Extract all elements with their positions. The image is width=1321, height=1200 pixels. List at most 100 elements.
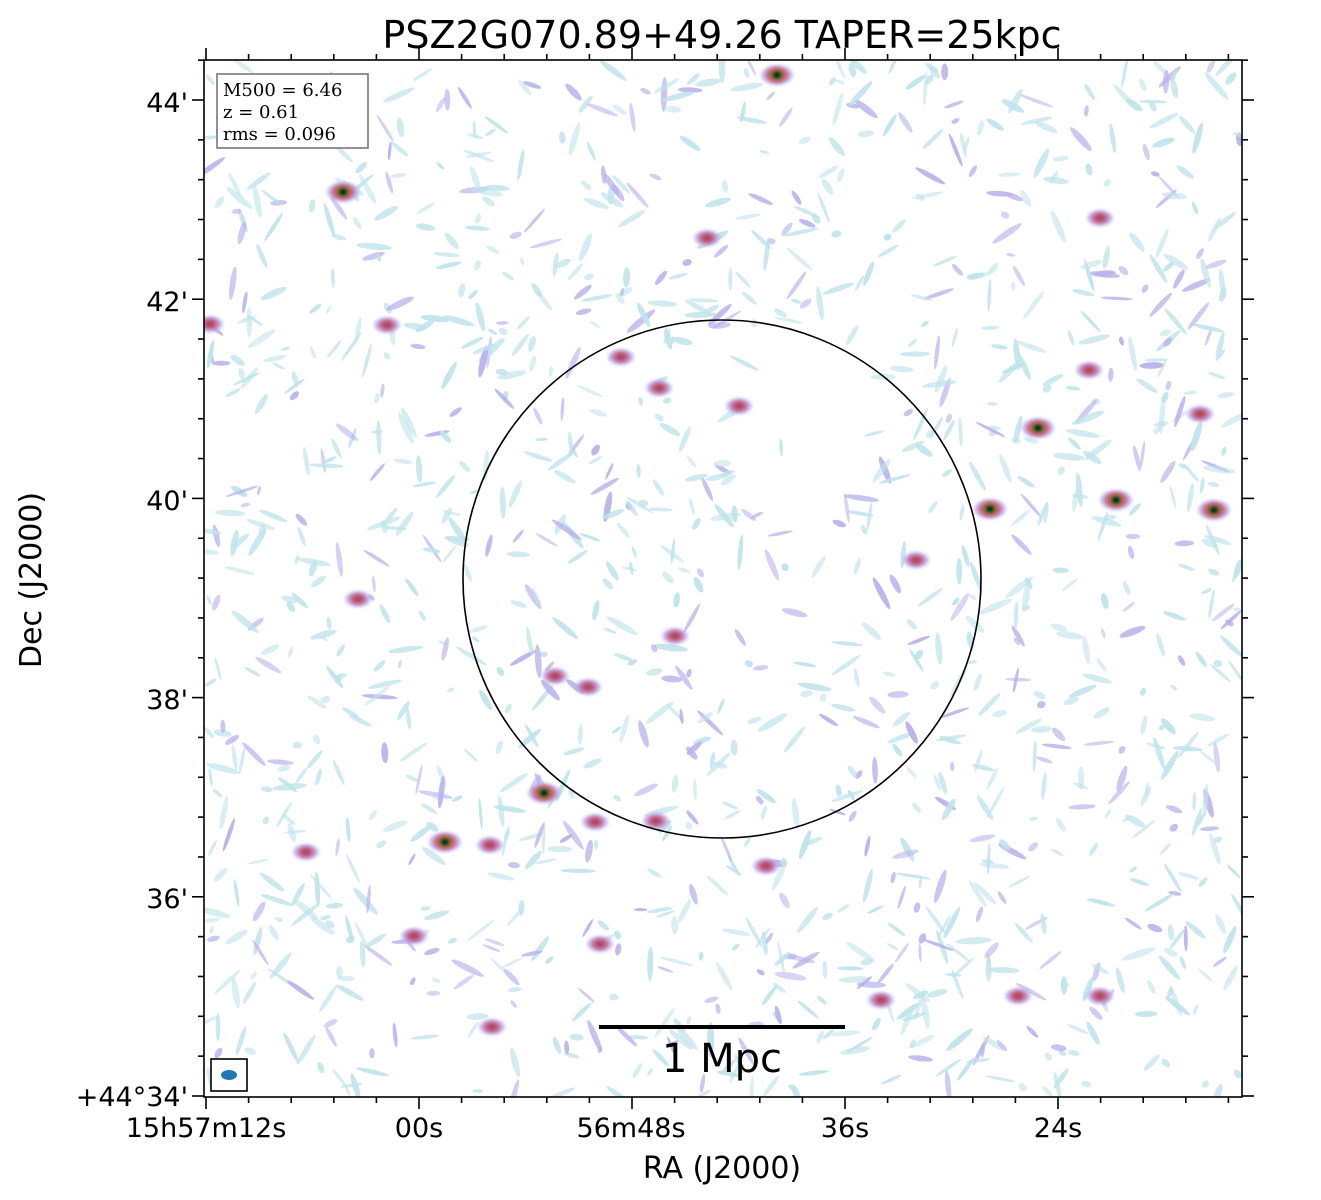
noise-speckle — [765, 932, 774, 944]
noise-speckle — [709, 752, 715, 769]
noise-speckle — [1201, 538, 1219, 549]
noise-speckle — [204, 157, 226, 178]
radio-source-blob — [1095, 992, 1105, 1000]
noise-speckle — [720, 836, 733, 862]
noise-speckle — [716, 1070, 741, 1077]
noise-speckle — [983, 1036, 1004, 1051]
noise-speckle — [307, 695, 327, 709]
noise-speckle — [650, 644, 658, 653]
noise-speckle — [1213, 836, 1223, 843]
noise-speckle — [714, 245, 729, 258]
noise-speckle — [737, 534, 744, 570]
noise-speckle — [716, 962, 733, 991]
noise-speckle — [296, 1034, 316, 1065]
noise-speckle — [488, 328, 498, 336]
noise-speckle — [1141, 284, 1149, 293]
noise-speckle — [1042, 374, 1064, 386]
noise-speckle — [483, 450, 489, 481]
noise-speckle — [921, 938, 954, 951]
noise-speckle — [283, 1032, 300, 1064]
noise-speckle — [1031, 726, 1052, 733]
noise-speckle — [1139, 78, 1147, 92]
noise-speckle — [632, 1063, 642, 1079]
noise-speckle — [605, 463, 614, 480]
noise-speckle — [847, 510, 874, 517]
noise-speckle — [1193, 323, 1224, 333]
noise-speckle — [252, 901, 266, 922]
noise-speckle — [743, 68, 750, 78]
noise-speckle — [235, 1026, 247, 1055]
noise-speckle — [396, 117, 405, 138]
noise-speckle — [246, 519, 276, 530]
noise-speckle — [837, 966, 864, 971]
noise-speckle — [206, 763, 239, 774]
noise-speckle — [468, 289, 479, 299]
noise-speckle — [1161, 192, 1187, 200]
noise-speckle — [819, 713, 838, 727]
noise-speckle — [212, 360, 231, 366]
noise-speckle — [552, 617, 579, 640]
noise-speckle — [1231, 568, 1240, 583]
noise-speckle — [1177, 655, 1186, 666]
noise-speckle — [914, 649, 924, 660]
noise-speckle — [219, 795, 229, 830]
noise-speckle — [615, 1025, 638, 1047]
noise-speckle — [975, 421, 1006, 438]
noise-speckle — [1078, 334, 1110, 345]
noise-speckle — [1163, 611, 1186, 621]
noise-speckle — [1129, 232, 1145, 252]
noise-speckle — [470, 187, 504, 197]
noise-speckle — [204, 1015, 219, 1028]
noise-speckle — [204, 528, 222, 535]
noise-speckle — [204, 907, 231, 919]
noise-speckle — [684, 311, 716, 318]
noise-speckle — [588, 455, 603, 465]
noise-speckle — [323, 1019, 338, 1028]
noise-speckle — [1147, 980, 1156, 994]
noise-speckle — [453, 974, 474, 990]
noise-speckle — [294, 899, 318, 920]
info-box: M500 = 6.46 z = 0.61 rms = 0.096 — [216, 73, 369, 149]
noise-speckle — [1191, 201, 1199, 215]
noise-speckle — [475, 302, 486, 332]
noise-speckle — [309, 345, 317, 360]
noise-speckle — [996, 1039, 1007, 1052]
noise-speckle — [325, 1026, 337, 1047]
noise-speckle — [583, 758, 602, 769]
noise-speckle — [1221, 446, 1227, 456]
noise-speckle — [437, 775, 445, 809]
noise-speckle — [1013, 338, 1021, 371]
noise-speckle — [1144, 358, 1168, 362]
noise-speckle — [799, 298, 812, 309]
noise-speckle — [786, 247, 813, 271]
noise-speckle — [267, 759, 294, 765]
noise-speckle — [1118, 746, 1126, 754]
noise-speckle — [669, 1029, 693, 1050]
noise-speckle — [444, 232, 459, 249]
noise-speckle — [883, 233, 892, 241]
noise-speckle — [686, 810, 699, 825]
noise-speckle — [568, 121, 581, 156]
noise-speckle — [1218, 269, 1226, 297]
noise-speckle — [466, 1013, 489, 1020]
noise-speckle — [345, 1086, 351, 1096]
noise-speckle — [1124, 917, 1142, 930]
noise-speckle — [977, 120, 984, 136]
noise-speckle — [369, 1048, 375, 1059]
noise-speckle — [817, 996, 827, 1005]
noise-speckle — [882, 671, 896, 677]
noise-speckle — [1100, 628, 1106, 639]
noise-speckle — [376, 420, 382, 455]
noise-speckle — [248, 859, 269, 865]
noise-speckle — [992, 223, 1022, 244]
noise-speckle — [829, 808, 846, 816]
noise-speckle — [908, 338, 918, 347]
noise-speckle — [563, 747, 585, 756]
noise-speckle — [1018, 1082, 1027, 1092]
noise-speckle — [555, 258, 571, 268]
noise-speckle — [204, 678, 217, 687]
radio-source-blob — [654, 384, 664, 392]
noise-speckle — [367, 679, 402, 689]
noise-speckle — [969, 834, 996, 843]
x-axis-label: RA (J2000) — [643, 1151, 801, 1186]
